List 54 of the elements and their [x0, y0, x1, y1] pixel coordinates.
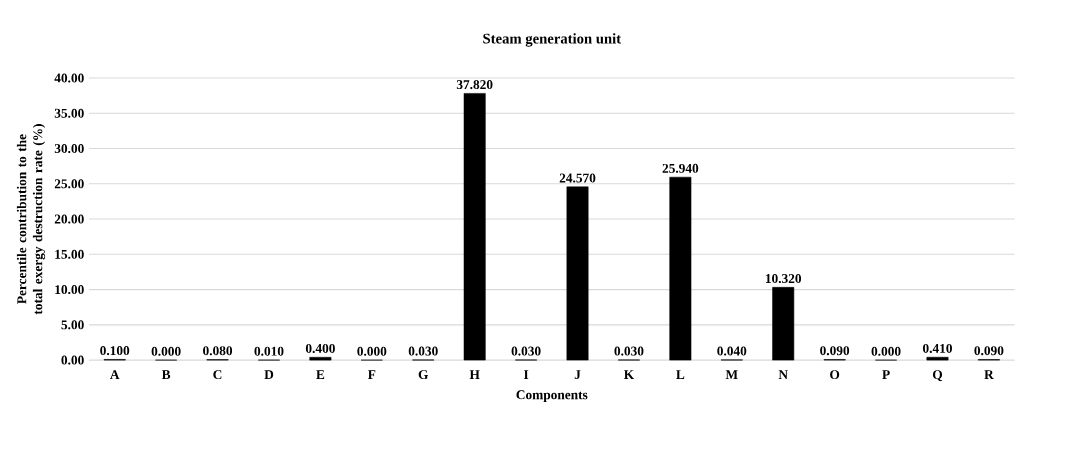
x-tick-label: Q — [932, 370, 943, 382]
x-tick-label: A — [110, 370, 120, 380]
data-label: 0.090 — [820, 346, 850, 356]
data-label: 0.040 — [717, 346, 747, 356]
y-tick-label: 10.00 — [55, 285, 84, 295]
y-axis-title: Percentile contribution to the total exergy destruction rate (%) — [16, 124, 46, 315]
x-tick-label: C — [213, 370, 222, 380]
bar — [669, 177, 692, 361]
data-label: 0.090 — [974, 346, 1004, 356]
bar — [926, 357, 949, 361]
x-tick-label: M — [725, 370, 738, 379]
data-label: 0.400 — [305, 344, 335, 354]
y-tick-label: 35.00 — [54, 108, 84, 118]
y-tick-label: 5.00 — [61, 320, 84, 330]
x-tick-label: O — [830, 370, 840, 380]
y-tick-label: 25.00 — [54, 179, 84, 189]
bar — [566, 186, 589, 361]
x-axis-title: Components — [516, 390, 588, 403]
data-label: 10.320 — [765, 274, 802, 284]
data-label: 0.030 — [614, 346, 644, 356]
x-tick-label: H — [469, 370, 480, 379]
bar — [309, 357, 332, 361]
data-label: 0.080 — [203, 346, 233, 356]
x-tick-label: E — [316, 370, 325, 379]
x-tick-label: D — [264, 370, 274, 380]
data-label: 0.030 — [511, 346, 541, 356]
x-tick-label: G — [418, 370, 429, 380]
x-tick-label: J — [574, 370, 581, 380]
x-tick-label: L — [676, 370, 685, 379]
x-tick-label: B — [161, 370, 171, 380]
data-label: 0.000 — [357, 346, 387, 356]
x-tick-label: I — [523, 370, 529, 379]
data-label: 0.010 — [254, 346, 284, 356]
x-tick-label: P — [882, 370, 890, 379]
y-tick-label: 15.00 — [55, 249, 84, 259]
x-tick-label: R — [984, 370, 994, 379]
x-tick-label: F — [367, 370, 376, 379]
data-label: 0.030 — [408, 346, 438, 356]
x-tick-label: N — [778, 370, 788, 379]
y-tick-label: 0.00 — [61, 355, 84, 365]
data-label: 25.940 — [662, 163, 699, 174]
bar — [463, 93, 486, 361]
y-tick-label: 30.00 — [54, 144, 84, 154]
data-label: 0.000 — [871, 346, 901, 356]
chart-title: Steam generation unit — [483, 33, 622, 47]
data-label: 0.100 — [100, 346, 130, 356]
data-label: 37.820 — [456, 80, 493, 90]
bar — [772, 287, 795, 361]
y-tick-label: 20.00 — [54, 214, 84, 224]
data-label: 0.410 — [922, 343, 952, 354]
x-tick-label: K — [623, 370, 635, 379]
data-label: 24.570 — [559, 173, 596, 183]
y-tick-label: 40.00 — [54, 73, 84, 83]
data-label: 0.000 — [151, 346, 181, 356]
